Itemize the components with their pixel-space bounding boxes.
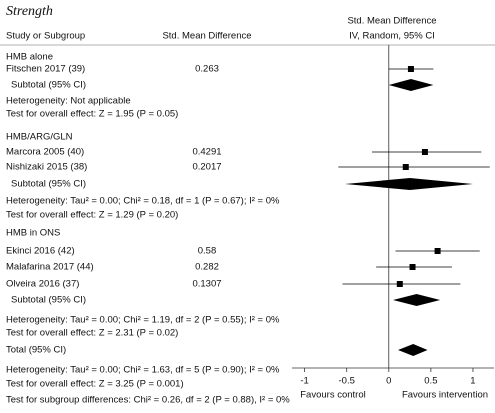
- x-tick-label: 0: [386, 376, 391, 387]
- heterogeneity: Heterogeneity: Tau² = 0.00; Chi² = 0.18,…: [6, 196, 280, 207]
- overall-effect: Test for overall effect: Z = 1.29 (P = 0…: [6, 210, 178, 221]
- diamond: [398, 344, 428, 356]
- study-value: 0.263: [195, 64, 219, 75]
- diamond: [388, 79, 434, 91]
- subgroup-differences: Test for subgroup differences: Chi² = 0.…: [6, 395, 290, 406]
- study-name: Fitschen 2017 (39): [6, 64, 85, 75]
- study-value: 0.58: [198, 246, 217, 257]
- study-value: 0.282: [195, 262, 219, 273]
- study-name: Marcora 2005 (40): [6, 147, 84, 158]
- subtotal-label: Subtotal (95% CI): [11, 80, 86, 91]
- chart-title: Strength: [6, 4, 53, 19]
- estimate: [396, 281, 403, 287]
- plot-header: Std. Mean Difference: [347, 16, 436, 27]
- study-name: Nishizaki 2015 (38): [6, 162, 87, 173]
- estimate: [407, 66, 414, 72]
- x-tick-label: -1: [300, 376, 308, 387]
- x-tick-label: 1: [470, 376, 475, 387]
- overall-effect: Test for overall effect: Z = 3.25 (P = 0…: [6, 379, 184, 390]
- overall-effect: Test for overall effect: Z = 2.31 (P = 0…: [6, 328, 178, 339]
- estimate: [421, 149, 428, 155]
- subtotal-label: Subtotal (95% CI): [11, 179, 86, 190]
- study-name: Malafarina 2017 (44): [6, 262, 94, 273]
- plot-method-header: IV, Random, 95% CI: [349, 31, 435, 42]
- heterogeneity: Heterogeneity: Tau² = 0.00; Chi² = 1.19,…: [6, 315, 280, 326]
- x-tick-label: -0.5: [339, 376, 355, 387]
- study-header: Study or Subgroup: [6, 31, 85, 42]
- diamond: [345, 178, 473, 190]
- overall-effect: Test for overall effect: Z = 1.95 (P = 0…: [6, 109, 178, 120]
- heterogeneity: Heterogeneity: Tau² = 0.00; Chi² = 1.63,…: [6, 365, 280, 376]
- estimate: [434, 248, 441, 254]
- value-header: Std. Mean Difference: [162, 31, 251, 42]
- favours-left: Favours control: [300, 390, 365, 401]
- group-name: HMB alone: [6, 52, 53, 63]
- group-name: HMB in ONS: [6, 228, 60, 239]
- subtotal-label: Subtotal (95% CI): [11, 295, 86, 306]
- favours-right: Favours intervention: [402, 390, 488, 401]
- heterogeneity: Heterogeneity: Not applicable: [6, 96, 131, 107]
- diamond: [393, 294, 441, 306]
- study-name: Ekinci 2016 (42): [6, 246, 75, 257]
- total-label: Total (95% CI): [6, 345, 66, 356]
- x-tick-label: 0.5: [424, 376, 437, 387]
- group-name: HMB/ARG/GLN: [6, 132, 73, 143]
- estimate: [402, 164, 409, 170]
- study-name: Olveira 2016 (37): [6, 279, 79, 290]
- study-value: 0.2017: [192, 162, 221, 173]
- estimate: [409, 264, 416, 270]
- study-value: 0.4291: [192, 147, 221, 158]
- study-value: 0.1307: [192, 279, 221, 290]
